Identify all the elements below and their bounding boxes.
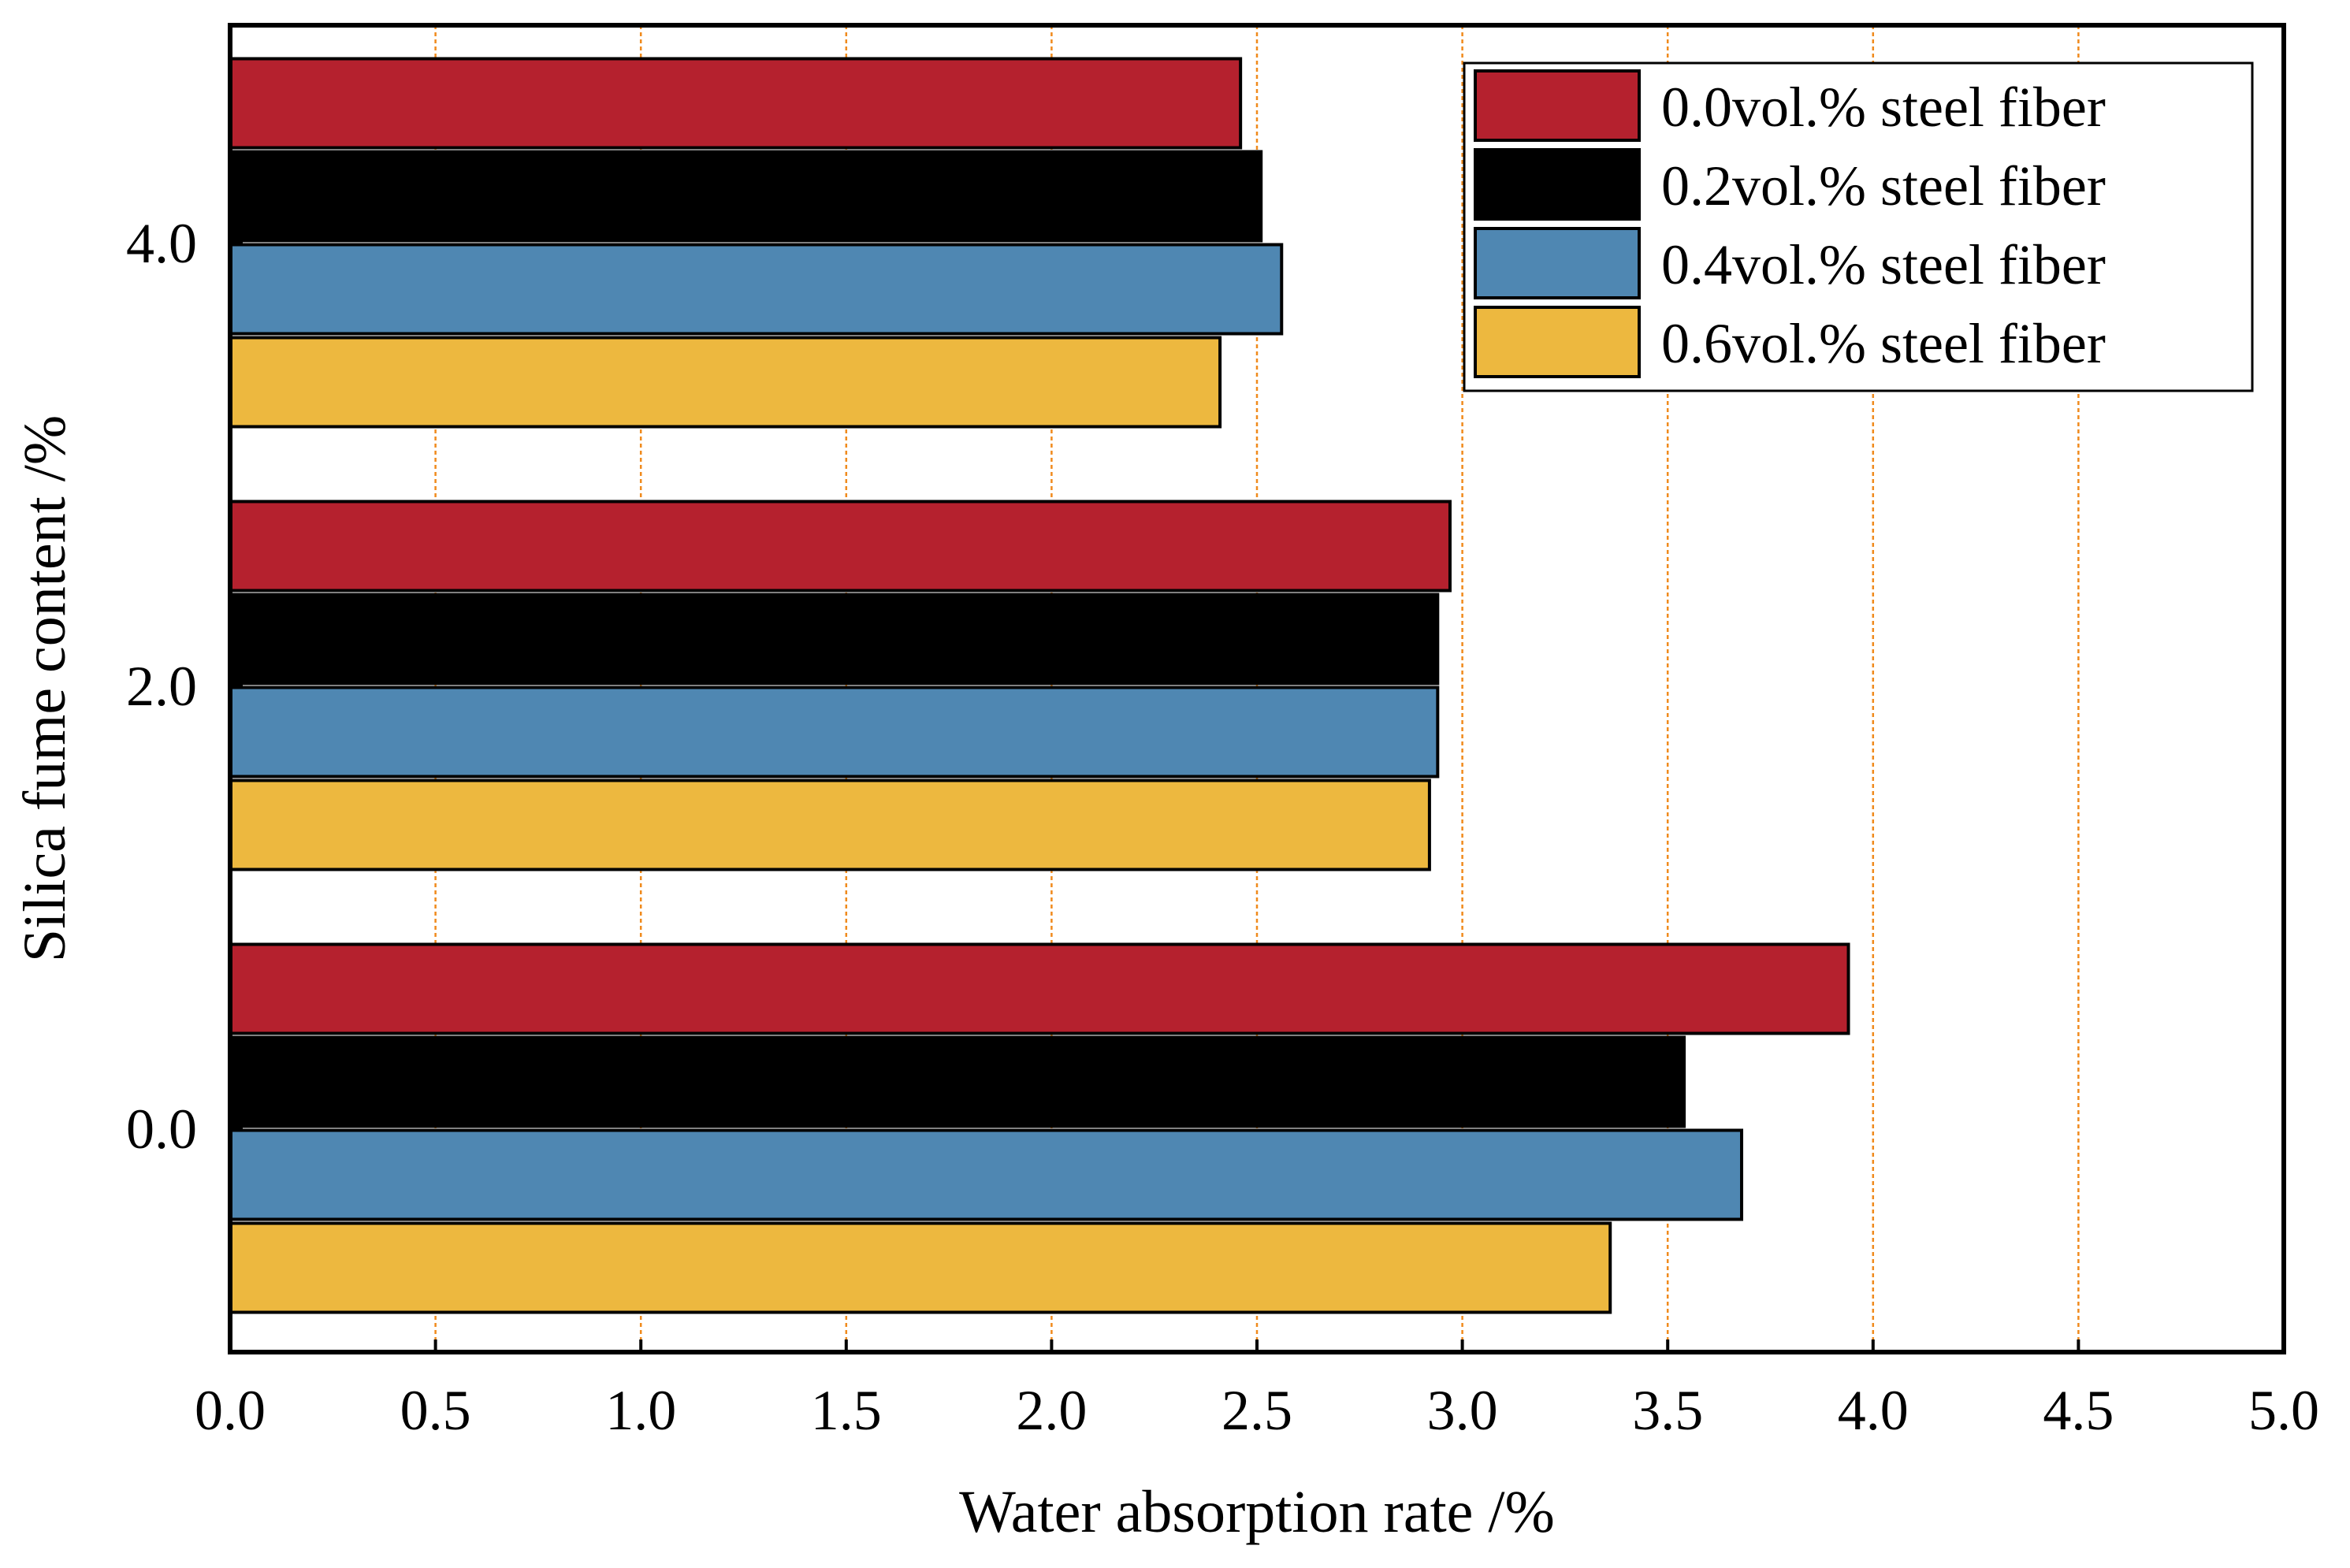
bar-4.0-series-2 [229,243,1284,336]
bar-0.0-series-1 [229,1035,1686,1128]
bar-0.0-series-2 [229,1128,1744,1221]
bar-0.0-series-0 [229,942,1850,1035]
y-axis-ticks: 0.0 2.0 4.0 [126,212,243,1161]
x-tick-label-2: 1.0 [605,1379,676,1442]
bar-2.0-series-0 [229,500,1452,593]
y-tick-label-2: 4.0 [126,212,197,275]
x-tick-label-5: 2.5 [1221,1379,1292,1442]
x-tick-label-6: 3.0 [1427,1379,1498,1442]
legend-swatch-2 [1474,227,1641,299]
bar-4.0-series-1 [229,150,1263,243]
x-tick-label-7: 3.5 [1632,1379,1703,1442]
legend-label-3: 0.6vol.% steel fiber [1661,312,2106,375]
x-tick-label-3: 1.5 [811,1379,882,1442]
legend-label-1: 0.2vol.% steel fiber [1661,154,2106,217]
bar-4.0-series-0 [229,57,1243,150]
x-tick-label-1: 0.5 [400,1379,471,1442]
y-axis-title: Silica fume content /% [12,415,78,962]
legend-swatch-1 [1474,148,1641,221]
x-axis-title: Water absorption rate /% [959,1479,1555,1545]
x-axis-ticks: 0.0 0.5 1.0 1.5 2.0 2.5 3.0 3.5 4.0 4.5 5.0 [195,1339,2319,1442]
legend-label-0: 0.0vol.% steel fiber [1661,76,2106,139]
legend-swatch-0 [1474,69,1641,142]
y-tick-label-1: 2.0 [126,655,197,718]
x-tick-label-0: 0.0 [195,1379,266,1442]
x-tick-label-8: 4.0 [1838,1379,1909,1442]
bar-2.0-series-3 [229,778,1431,871]
legend-label-2: 0.4vol.% steel fiber [1661,233,2106,296]
y-tick-label-0: 0.0 [126,1098,197,1161]
x-tick-label-4: 2.0 [1016,1379,1087,1442]
x-tick-label-10: 5.0 [2248,1379,2319,1442]
bar-series [229,57,1850,1314]
x-tick-label-9: 4.5 [2043,1379,2114,1442]
legend: 0.0vol.% steel fiber 0.2vol.% steel fiber… [1463,61,2254,392]
legend-swatch-3 [1474,306,1641,378]
bar-2.0-series-2 [229,686,1440,778]
bar-0.0-series-3 [229,1221,1612,1314]
bar-2.0-series-1 [229,593,1440,686]
bar-4.0-series-3 [229,336,1222,429]
